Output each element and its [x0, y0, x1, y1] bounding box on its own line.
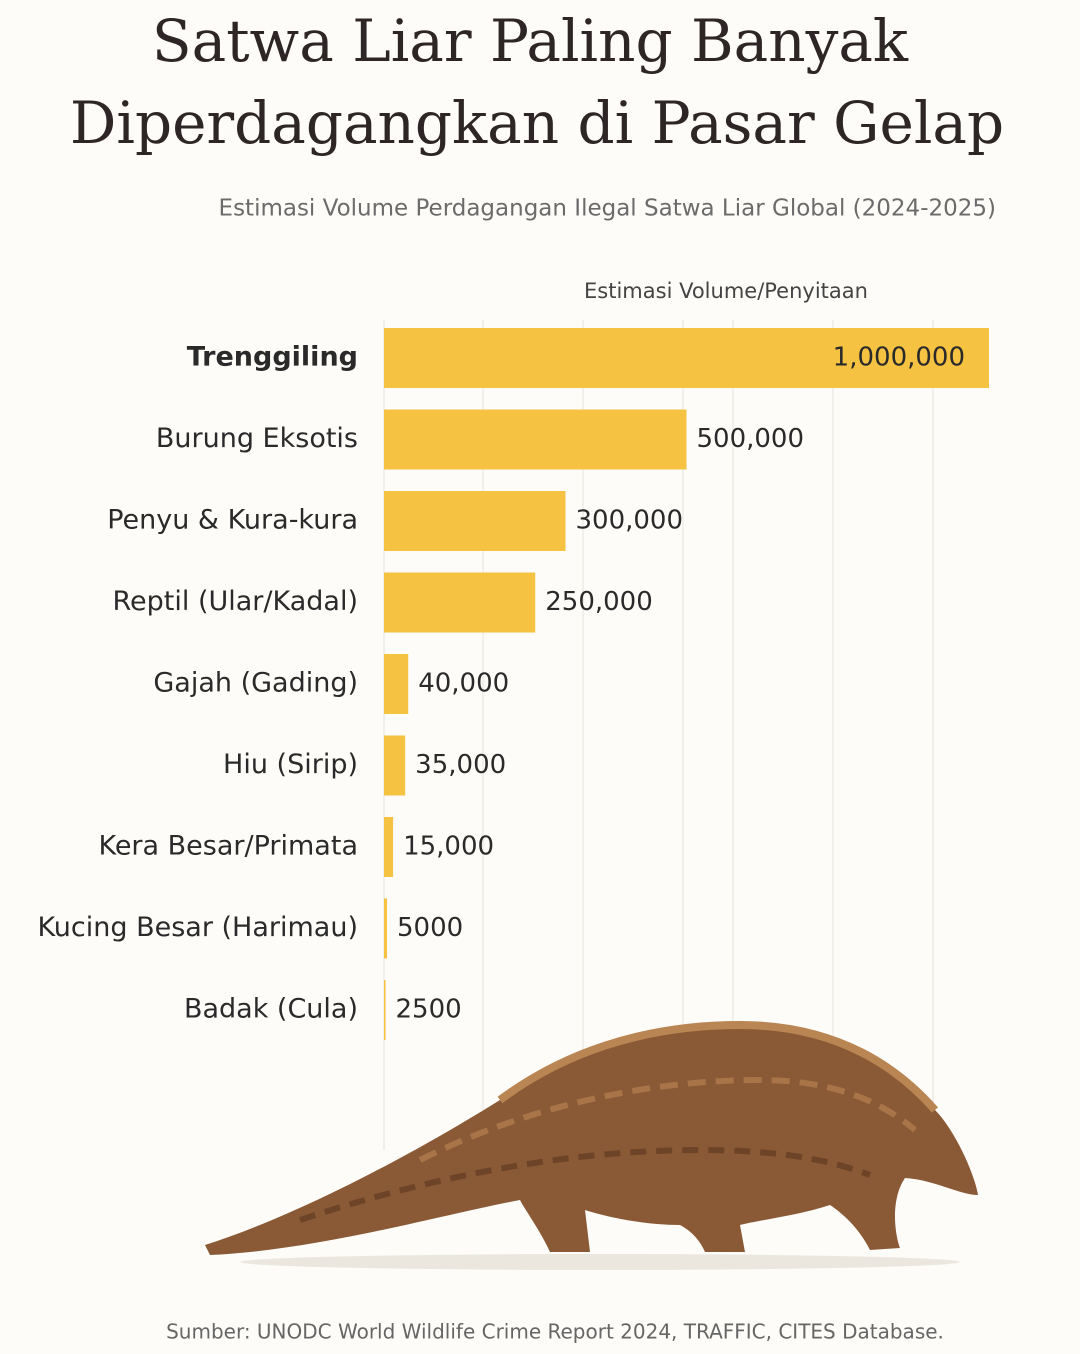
data-label: 35,000: [415, 750, 506, 780]
chart-title: Satwa Liar Paling Banyak: [152, 7, 909, 75]
y-tick-label: Reptil (Ular/Kadal): [112, 586, 358, 617]
bar: [384, 654, 409, 714]
bar: [384, 572, 536, 633]
y-tick-label: Hiu (Sirip): [223, 749, 358, 780]
bar: [384, 328, 989, 388]
y-tick-label: Kera Besar/Primata: [98, 831, 358, 862]
y-tick-label: Badak (Cula): [184, 994, 358, 1025]
data-label: 300,000: [576, 506, 684, 536]
bar: [384, 980, 386, 1040]
data-label: 2500: [396, 995, 462, 1025]
x-axis-label: Estimasi Volume/Penyitaan: [584, 279, 868, 303]
bar: [384, 898, 388, 959]
y-tick-label: Burung Eksotis: [156, 423, 358, 454]
data-label: 500,000: [697, 424, 805, 454]
y-tick-label: Gajah (Gading): [153, 668, 358, 699]
data-label: 15,000: [403, 832, 494, 862]
y-tick-label: Trenggiling: [187, 342, 358, 373]
bar: [384, 817, 394, 877]
y-tick-label: Penyu & Kura-kura: [107, 505, 358, 536]
chart-title: Diperdagangkan di Pasar Gelap: [70, 89, 1004, 157]
data-label: 250,000: [545, 587, 653, 617]
data-label: 5000: [397, 913, 463, 943]
source-note: Sumber: UNODC World Wildlife Crime Repor…: [166, 1320, 944, 1344]
pangolin-illustration: [205, 1020, 978, 1270]
bar: [384, 735, 406, 796]
bar: [384, 491, 566, 551]
bar: [384, 409, 687, 470]
chart-subtitle: Estimasi Volume Perdagangan Ilegal Satwa…: [219, 196, 996, 222]
data-label: 40,000: [418, 669, 509, 699]
data-label: 1,000,000: [833, 343, 965, 373]
y-tick-label: Kucing Besar (Harimau): [37, 912, 358, 943]
